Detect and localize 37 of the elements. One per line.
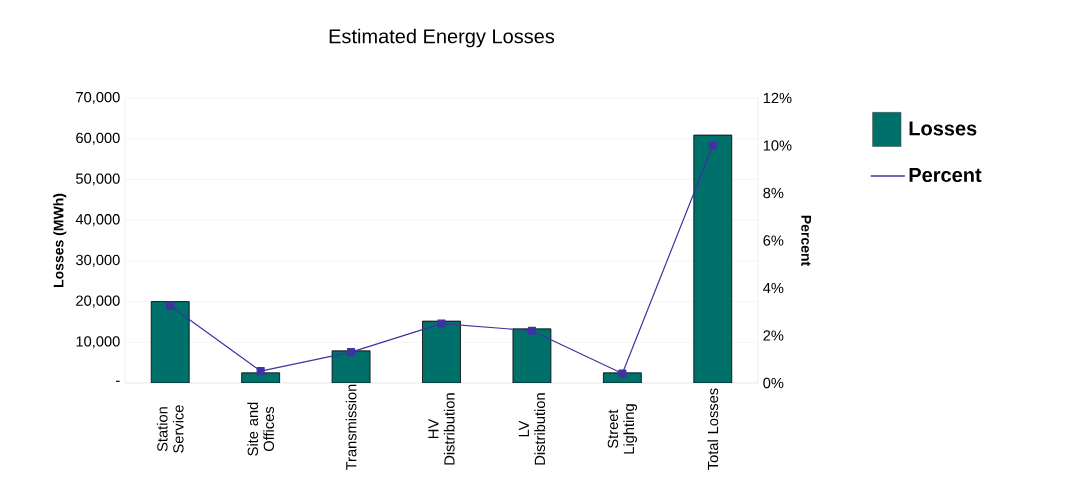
x-tick-label: Station Service — [156, 405, 184, 453]
y-tick-label: - — [116, 380, 120, 382]
point — [708, 141, 717, 150]
y-axis-title: Losses (MWh) — [53, 193, 67, 288]
y2-tick-label: 8% — [763, 187, 784, 199]
y2-axis-title: Percent — [801, 215, 811, 266]
bar — [693, 134, 733, 383]
legend-label: Losses — [909, 121, 977, 136]
y-tick-label: 30,000 — [76, 254, 120, 267]
point — [437, 319, 446, 328]
y2-tick-label: 10% — [763, 140, 792, 151]
point — [527, 326, 536, 335]
y2-tick-label: 6% — [763, 235, 784, 246]
y2-tick-label: 0% — [763, 377, 784, 389]
bar — [150, 301, 190, 383]
y2-tick-label: 2% — [763, 330, 784, 341]
y-tick-label: 20,000 — [76, 295, 120, 308]
x-tick-label: Street Lighting — [607, 404, 637, 454]
point — [618, 369, 627, 378]
x-tick-label: HV Distribution — [428, 393, 455, 465]
y2-tick-label: 12% — [763, 92, 792, 104]
y-tick-label: 70,000 — [76, 91, 120, 105]
bar — [422, 320, 461, 383]
x-tick-label: Site and Offices — [247, 402, 275, 456]
y-tick-label: 60,000 — [76, 132, 120, 145]
x-tick-label: Total Losses — [707, 388, 719, 470]
y-tick-label: 50,000 — [76, 173, 120, 186]
chart-title: Estimated Energy Losses — [329, 28, 555, 48]
y-tick-label: 40,000 — [75, 214, 120, 227]
x-tick-label: Transmission — [345, 384, 357, 471]
point — [347, 348, 356, 357]
y-tick-label: 10,000 — [76, 336, 120, 349]
point — [256, 367, 265, 376]
legend-label: Percent — [909, 168, 982, 183]
x-tick-label: LV Distribution — [518, 393, 546, 465]
y2-tick-label: 4% — [763, 282, 784, 294]
point — [166, 301, 175, 310]
